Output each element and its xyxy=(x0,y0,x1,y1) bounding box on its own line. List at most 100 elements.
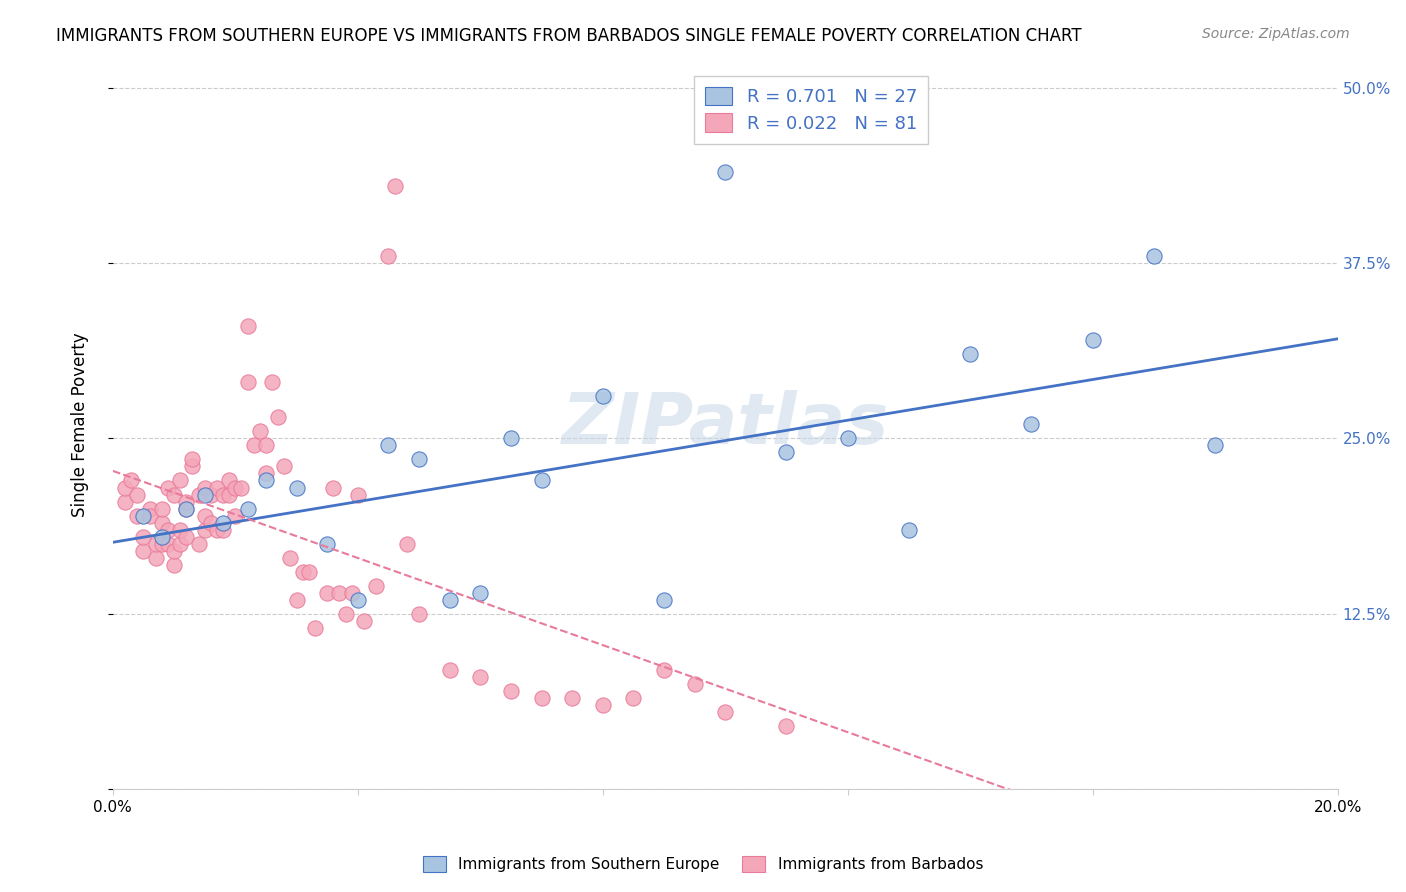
Point xyxy=(714,165,737,179)
Point xyxy=(377,249,399,263)
Point xyxy=(156,481,179,495)
Point xyxy=(837,431,859,445)
Point xyxy=(335,607,357,621)
Point xyxy=(150,501,173,516)
Point xyxy=(181,452,204,467)
Point xyxy=(530,474,553,488)
Point xyxy=(187,487,209,501)
Point xyxy=(280,550,302,565)
Point xyxy=(775,445,797,459)
Point xyxy=(561,690,583,705)
Point xyxy=(408,452,430,467)
Point xyxy=(1204,438,1226,452)
Point xyxy=(242,438,264,452)
Point xyxy=(346,487,368,501)
Point xyxy=(127,508,149,523)
Point xyxy=(205,523,228,537)
Point xyxy=(1143,249,1166,263)
Point xyxy=(163,487,186,501)
Point xyxy=(1021,417,1043,432)
Point xyxy=(145,550,167,565)
Point xyxy=(285,481,308,495)
Point xyxy=(353,614,375,628)
Point xyxy=(298,565,321,579)
Point xyxy=(328,585,350,599)
Point xyxy=(114,494,136,508)
Text: IMMIGRANTS FROM SOUTHERN EUROPE VS IMMIGRANTS FROM BARBADOS SINGLE FEMALE POVERT: IMMIGRANTS FROM SOUTHERN EUROPE VS IMMIG… xyxy=(56,27,1081,45)
Point xyxy=(316,585,339,599)
Point xyxy=(470,585,492,599)
Point xyxy=(285,592,308,607)
Point xyxy=(439,663,461,677)
Point xyxy=(254,467,277,481)
Point xyxy=(304,621,326,635)
Point xyxy=(592,698,614,712)
Point xyxy=(150,530,173,544)
Point xyxy=(366,579,388,593)
Point xyxy=(714,705,737,719)
Point xyxy=(194,487,217,501)
Point xyxy=(236,376,259,390)
Point xyxy=(249,425,271,439)
Point xyxy=(176,501,198,516)
Point xyxy=(212,523,235,537)
Point xyxy=(408,607,430,621)
Point xyxy=(169,523,191,537)
Point xyxy=(138,501,160,516)
Point xyxy=(267,410,290,425)
Point xyxy=(262,376,284,390)
Text: Source: ZipAtlas.com: Source: ZipAtlas.com xyxy=(1202,27,1350,41)
Point xyxy=(273,459,295,474)
Point xyxy=(959,347,981,361)
Legend: R = 0.701   N = 27, R = 0.022   N = 81: R = 0.701 N = 27, R = 0.022 N = 81 xyxy=(695,76,928,144)
Point xyxy=(156,536,179,550)
Point xyxy=(120,474,142,488)
Point xyxy=(346,592,368,607)
Point xyxy=(652,592,675,607)
Point xyxy=(224,481,246,495)
Point xyxy=(897,523,920,537)
Point xyxy=(127,487,149,501)
Point xyxy=(187,536,209,550)
Point xyxy=(291,565,314,579)
Point xyxy=(470,670,492,684)
Point xyxy=(176,501,198,516)
Point xyxy=(132,530,155,544)
Point xyxy=(340,585,363,599)
Point xyxy=(621,690,644,705)
Point xyxy=(163,543,186,558)
Point xyxy=(236,319,259,334)
Point xyxy=(169,536,191,550)
Text: ZIPatlas: ZIPatlas xyxy=(561,390,889,458)
Point xyxy=(316,536,339,550)
Point xyxy=(254,474,277,488)
Point xyxy=(439,592,461,607)
Point xyxy=(163,558,186,572)
Point xyxy=(224,508,246,523)
Point xyxy=(322,481,344,495)
Point xyxy=(218,487,240,501)
Point xyxy=(377,438,399,452)
Point xyxy=(775,719,797,733)
Point xyxy=(205,481,228,495)
Point xyxy=(499,431,522,445)
Y-axis label: Single Female Poverty: Single Female Poverty xyxy=(72,332,89,516)
Point xyxy=(132,508,155,523)
Point xyxy=(254,438,277,452)
Point xyxy=(231,481,253,495)
Point xyxy=(1081,333,1104,347)
Point xyxy=(395,536,418,550)
Point xyxy=(530,690,553,705)
Point xyxy=(169,474,191,488)
Point xyxy=(150,536,173,550)
Legend: Immigrants from Southern Europe, Immigrants from Barbados: Immigrants from Southern Europe, Immigra… xyxy=(416,850,990,878)
Point xyxy=(150,516,173,530)
Point xyxy=(592,389,614,403)
Point xyxy=(176,530,198,544)
Point xyxy=(218,474,240,488)
Point xyxy=(652,663,675,677)
Point xyxy=(499,684,522,698)
Point xyxy=(181,459,204,474)
Point xyxy=(200,516,222,530)
Point xyxy=(138,508,160,523)
